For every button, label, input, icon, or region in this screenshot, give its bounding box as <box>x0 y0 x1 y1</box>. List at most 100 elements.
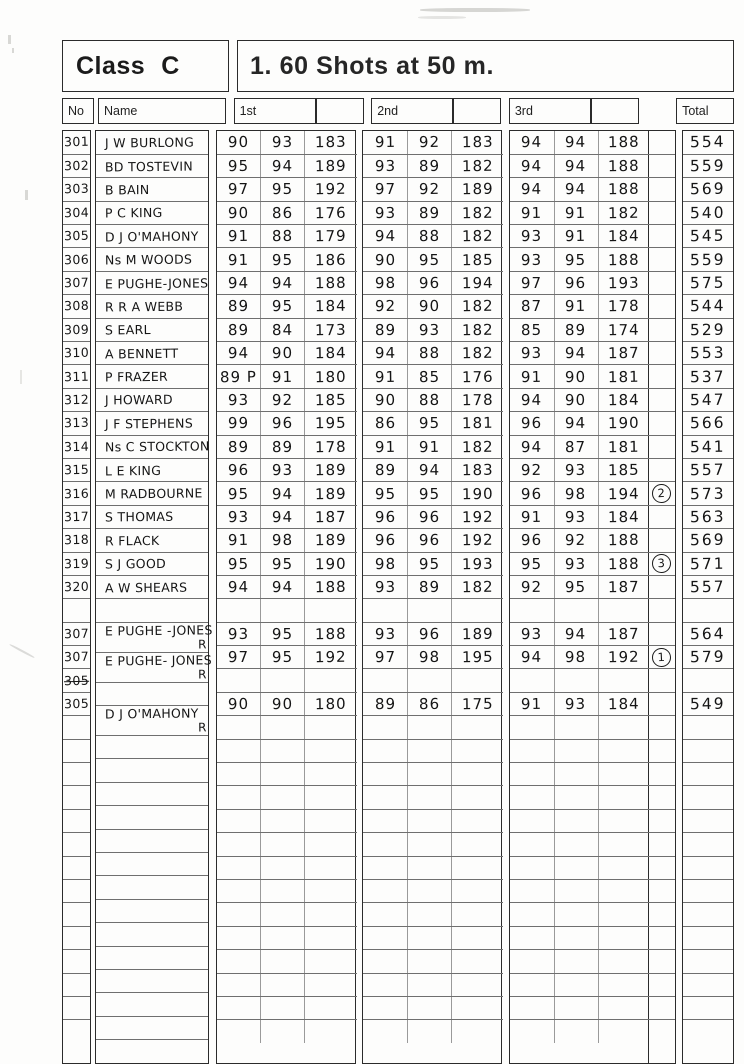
table-row[interactable] <box>216 902 357 927</box>
second-series-total[interactable]: 175 <box>451 692 504 717</box>
empty-cell[interactable] <box>63 598 90 623</box>
empty-cell[interactable] <box>510 762 555 787</box>
table-row[interactable] <box>216 1019 357 1044</box>
empty-cell[interactable] <box>510 926 555 951</box>
first-score-b[interactable]: 93 <box>260 131 306 155</box>
table-row[interactable]: 89 95 184 <box>216 294 357 319</box>
entry-number[interactable]: 307 <box>63 271 90 296</box>
empty-cell[interactable] <box>683 809 733 834</box>
table-row[interactable]: 573 <box>683 481 733 506</box>
empty-cell[interactable] <box>683 926 733 951</box>
table-row[interactable]: 94 87 181 <box>510 435 650 459</box>
empty-cell[interactable] <box>363 1019 408 1044</box>
third-score-a[interactable]: 96 <box>510 528 555 553</box>
empty-cell[interactable] <box>216 739 262 764</box>
empty-cell[interactable] <box>216 715 262 740</box>
third-score-b[interactable]: 95 <box>554 247 599 272</box>
empty-cell[interactable] <box>451 1020 503 1043</box>
first-series-total[interactable]: 195 <box>304 411 357 436</box>
empty-cell[interactable] <box>683 856 733 881</box>
table-row[interactable] <box>363 785 504 810</box>
placing-cell[interactable] <box>649 435 675 459</box>
third-score-b[interactable]: 93 <box>554 458 599 483</box>
second-score-b[interactable]: 88 <box>407 341 452 366</box>
table-row[interactable]: 307 <box>63 622 90 647</box>
table-row[interactable] <box>63 879 90 904</box>
table-row[interactable] <box>363 856 504 881</box>
second-score-a[interactable]: 94 <box>363 341 408 366</box>
third-score-a[interactable]: 94 <box>510 435 555 459</box>
grand-total[interactable] <box>683 668 733 693</box>
table-row[interactable]: 2 <box>649 481 675 506</box>
table-row[interactable]: D J O'MAHONY <box>95 224 209 249</box>
second-score-b[interactable]: 96 <box>407 271 452 296</box>
empty-cell[interactable] <box>451 762 504 787</box>
table-row[interactable] <box>363 949 504 974</box>
table-row[interactable] <box>510 668 650 693</box>
table-row[interactable] <box>683 856 733 881</box>
first-score-b[interactable] <box>260 668 306 693</box>
empty-cell[interactable] <box>451 598 504 623</box>
table-row[interactable]: 86 95 181 <box>363 411 504 436</box>
table-row[interactable] <box>683 715 733 740</box>
second-score-a[interactable]: 89 <box>363 458 408 483</box>
table-row[interactable]: 85 89 174 <box>510 318 650 343</box>
empty-cell[interactable] <box>598 832 650 857</box>
empty-cell[interactable] <box>683 762 733 787</box>
third-score-a[interactable]: 91 <box>510 364 555 389</box>
third-series-total[interactable]: 188 <box>598 552 650 576</box>
table-row[interactable] <box>649 154 675 179</box>
empty-cell[interactable] <box>63 1020 90 1043</box>
placing-cell[interactable] <box>649 201 675 226</box>
third-series-total[interactable]: 182 <box>598 201 650 226</box>
second-score-a[interactable]: 90 <box>363 388 408 413</box>
table-row[interactable] <box>363 739 504 764</box>
second-series-total[interactable]: 183 <box>451 131 504 155</box>
table-row[interactable]: 540 <box>683 201 733 226</box>
table-row[interactable]: 91 93 184 <box>510 692 650 717</box>
empty-cell[interactable] <box>363 902 408 927</box>
entry-number[interactable]: 305 <box>63 224 90 249</box>
empty-cell[interactable] <box>510 809 555 834</box>
table-row[interactable]: A W SHEARS <box>95 575 209 600</box>
entry-number[interactable]: 307 <box>63 645 90 670</box>
second-series-total[interactable]: 181 <box>451 411 504 436</box>
third-series-total[interactable]: 187 <box>598 341 650 366</box>
empty-cell[interactable] <box>260 598 306 623</box>
table-row[interactable]: 320 <box>63 575 90 600</box>
third-score-a[interactable]: 87 <box>510 294 555 319</box>
table-row[interactable]: P C KING <box>95 201 209 226</box>
third-score-a[interactable]: 91 <box>510 692 555 717</box>
competitor-name[interactable]: S EARL <box>95 318 209 343</box>
empty-cell[interactable] <box>407 598 452 623</box>
table-row[interactable]: 91 90 181 <box>510 364 650 389</box>
grand-total[interactable]: 544 <box>683 294 733 319</box>
empty-cell[interactable] <box>649 785 675 810</box>
table-row[interactable]: 579 <box>683 645 733 670</box>
table-row[interactable] <box>63 1020 90 1043</box>
third-score-b[interactable]: 96 <box>554 271 599 296</box>
empty-cell[interactable] <box>598 739 650 764</box>
third-score-a[interactable]: 94 <box>510 154 555 179</box>
empty-cell[interactable] <box>451 996 504 1021</box>
grand-total[interactable]: 569 <box>683 177 733 202</box>
second-score-b[interactable]: 98 <box>407 645 452 670</box>
third-score-a[interactable]: 97 <box>510 271 555 296</box>
table-row[interactable] <box>95 758 209 783</box>
first-series-total[interactable]: 180 <box>304 692 357 717</box>
third-score-b[interactable]: 93 <box>554 505 599 530</box>
competitor-name[interactable]: J F STEPHENS <box>95 411 209 436</box>
empty-cell[interactable] <box>363 715 408 740</box>
entry-number[interactable]: 306 <box>63 247 90 272</box>
second-series-total[interactable]: 182 <box>451 294 504 319</box>
table-row[interactable] <box>683 762 733 787</box>
competitor-name[interactable]: D J O'MAHONY <box>95 224 209 249</box>
third-score-b[interactable]: 93 <box>554 692 599 717</box>
first-score-a[interactable]: 97 <box>216 177 262 202</box>
third-score-b[interactable]: 90 <box>554 364 599 389</box>
table-row[interactable] <box>95 875 209 900</box>
table-row[interactable]: 309 <box>63 318 90 343</box>
table-row[interactable]: A BENNETT <box>95 341 209 366</box>
empty-cell[interactable] <box>598 598 650 623</box>
competitor-name[interactable]: D J O'MAHONY R <box>95 705 209 737</box>
